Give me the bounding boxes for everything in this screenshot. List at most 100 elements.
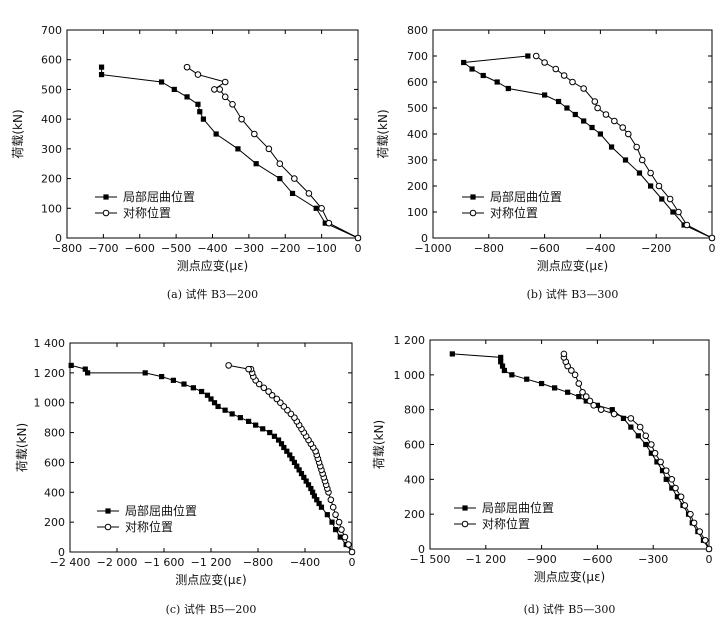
series-line-1 (563, 353, 710, 550)
chart-panel-d: −1 500 −1 200 −900 −600 −300 0 0 200 400 600 800 1 … (372, 334, 713, 616)
data-point (271, 433, 278, 439)
y-tick-label: 100 (41, 202, 62, 215)
data-point (260, 384, 268, 392)
series-line-1 (535, 55, 713, 239)
y-axis-label: 荷载(kN) (376, 109, 390, 158)
data-point (170, 377, 176, 383)
data-point (560, 72, 568, 79)
data-point (310, 489, 316, 495)
x-tick-label: −800 (52, 242, 82, 255)
data-point (327, 496, 335, 504)
legend-label: 局部屈曲位置 (125, 503, 197, 518)
data-point (681, 502, 689, 509)
legend-marker (462, 505, 468, 511)
data-point (211, 86, 218, 93)
data-point (648, 183, 654, 189)
data-point (651, 449, 659, 457)
x-tick-label: −800 (474, 242, 504, 255)
legend-label: 局部屈曲位置 (490, 189, 562, 204)
data-point (565, 389, 571, 395)
x-axis-label: 测点应变(με) (175, 572, 247, 587)
data-point (576, 394, 582, 400)
x-tick-label: −400 (290, 556, 320, 569)
y-tick-label: 800 (404, 404, 425, 417)
data-point (278, 441, 285, 447)
data-point (677, 493, 685, 501)
data-point (197, 109, 203, 115)
legend-marker (105, 508, 111, 514)
data-point (524, 376, 530, 382)
data-point (591, 98, 599, 105)
y-tick-label: 700 (407, 50, 428, 63)
data-point (184, 94, 190, 100)
x-tick-label: −600 (125, 242, 155, 255)
x-tick-label: −600 (582, 553, 612, 566)
data-point (627, 415, 635, 422)
data-point (663, 476, 669, 482)
x-tick-label: 0 (349, 556, 356, 569)
y-tick-label: 800 (44, 427, 65, 440)
data-point (273, 395, 281, 403)
data-point (583, 398, 589, 404)
y-tick-label: 600 (44, 456, 65, 469)
data-point (594, 104, 601, 112)
x-tick-label: −500 (161, 242, 191, 255)
data-point (633, 143, 640, 151)
x-tick-label: 0 (355, 242, 362, 255)
x-axis-label: 测点应变(με) (537, 258, 609, 273)
data-point (298, 471, 305, 477)
data-point (647, 169, 654, 177)
data-point (221, 93, 229, 101)
y-tick-label: 0 (421, 232, 428, 245)
data-point (335, 518, 343, 526)
data-point (216, 86, 224, 93)
data-point (672, 484, 679, 492)
y-tick-label: 0 (55, 232, 62, 245)
y-tick-label: 100 (407, 206, 428, 219)
data-point (289, 190, 296, 197)
data-point (332, 511, 339, 518)
data-point (575, 380, 583, 387)
data-point (541, 59, 548, 66)
data-point (708, 234, 716, 242)
data-point (498, 354, 504, 361)
legend-label: 局部屈曲位置 (482, 500, 554, 515)
y-tick-label: 300 (407, 154, 428, 167)
y-axis-label: 荷载(kN) (15, 423, 29, 472)
data-point (675, 208, 682, 216)
data-point (183, 63, 191, 71)
y-tick-label: 0 (418, 543, 425, 556)
data-point (238, 115, 245, 123)
figure-caption: (c) 试件 B5—200 (166, 603, 257, 616)
x-tick-label: −2 000 (97, 556, 138, 569)
data-point (449, 351, 455, 357)
data-point (580, 85, 587, 92)
data-point (213, 131, 219, 137)
data-point (277, 175, 283, 182)
x-tick-label: −1 500 (410, 553, 451, 566)
data-point (181, 381, 187, 387)
data-point (325, 219, 333, 227)
series-line-0 (71, 364, 353, 553)
figure-caption: (d) 试件 B5—300 (524, 603, 616, 616)
data-point (648, 441, 655, 448)
x-tick-label: −800 (243, 556, 273, 569)
data-point (337, 534, 343, 540)
data-point (301, 474, 307, 480)
data-point (171, 86, 177, 93)
data-point (659, 468, 666, 474)
data-point (659, 196, 665, 202)
series-line-1 (186, 66, 359, 239)
data-point (332, 527, 339, 533)
data-point (85, 370, 91, 376)
data-point (532, 52, 540, 60)
data-point (253, 161, 259, 167)
y-tick-label: 200 (41, 173, 62, 186)
legend-label: 局部屈曲位置 (123, 189, 195, 204)
y-tick-label: 1 000 (34, 397, 66, 410)
legend-label: 对称位置 (123, 205, 171, 220)
x-tick-label: −100 (307, 242, 337, 255)
data-point (318, 204, 325, 212)
data-point (348, 548, 356, 556)
data-point (246, 418, 252, 424)
